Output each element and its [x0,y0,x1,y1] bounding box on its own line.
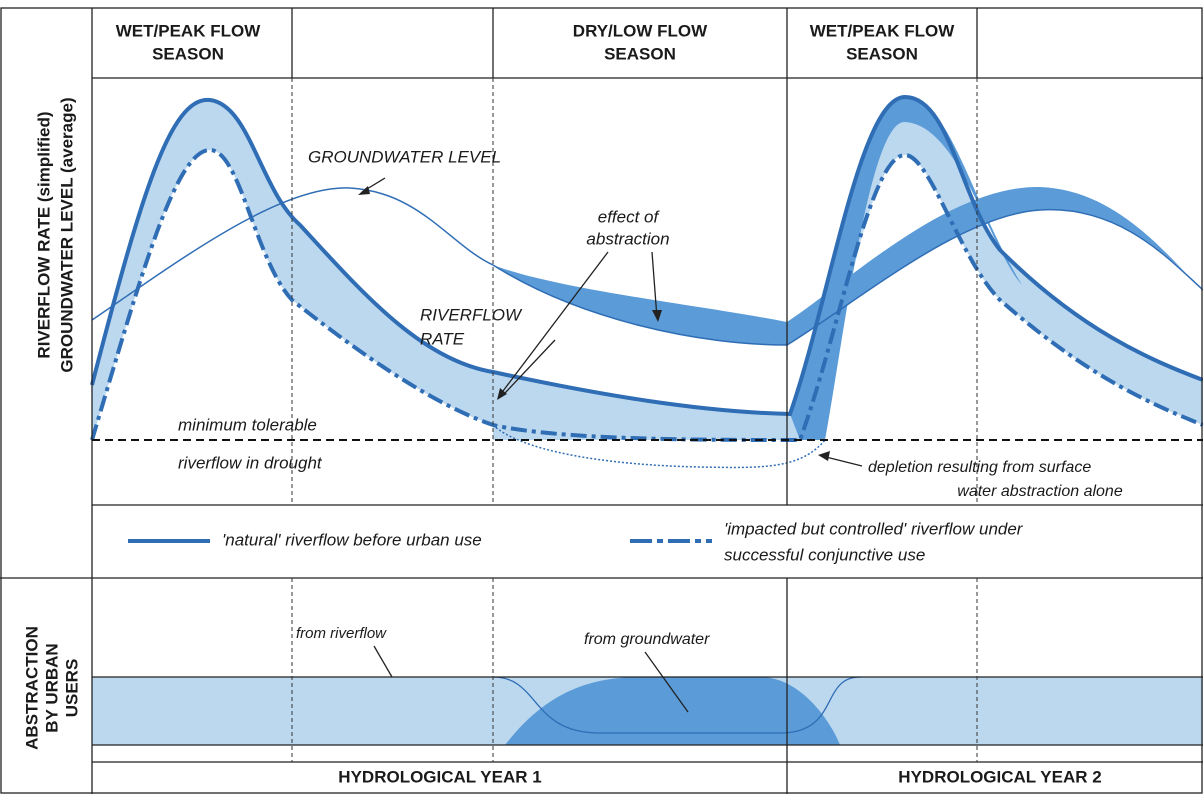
year-label: HYDROLOGICAL YEAR 1 [338,767,541,786]
abstraction-divider [492,676,861,734]
gw-band [493,186,1203,345]
annotation: water abstraction alone [957,483,1123,500]
annotation: depletion resulting from surface [868,459,1091,476]
annotation: RIVERFLOW [420,305,523,324]
annotation: minimum tolerable [178,415,317,434]
season-label: WET/PEAK FLOW [810,21,955,40]
annotation: abstraction [586,229,669,248]
frame [0,7,1203,794]
abstraction-label: from groundwater [584,631,710,648]
axis-label: GROUNDWATER LEVEL (average) [57,97,76,372]
season-label: SEASON [152,44,224,63]
drought-band [493,420,800,440]
annotation: GROUNDWATER LEVEL [308,147,501,166]
legend-entry: 'impacted but controlled' riverflow unde… [724,519,1024,538]
groundwater-line [91,187,1203,346]
season-label: SEASON [604,44,676,63]
leader [361,177,863,713]
depletion-line [492,424,826,469]
axis-label: ABSTRACTION [22,626,41,750]
season-label: SEASON [846,44,918,63]
annotation: RATE [420,329,465,348]
legend-entry: successful conjunctive use [724,545,925,564]
year-label: HYDROLOGICAL YEAR 2 [898,767,1101,786]
season-label: WET/PEAK FLOW [116,21,261,40]
season-label: DRY/LOW FLOW [573,21,708,40]
annotation: effect of [598,207,661,226]
annotation: riverflow in drought [178,453,323,472]
axis-label: USERS [62,659,81,718]
impacted-riverflow [90,147,1203,443]
groundwater-abstraction [505,677,840,745]
season-divider [291,78,978,762]
natural-riverflow [90,94,1203,417]
legend-entry: 'natural' riverflow before urban use [222,530,482,549]
riverflow-band-2 [790,97,1203,440]
axis-label: BY URBAN [42,643,61,732]
abstraction-label: from riverflow [296,625,387,642]
depletion-band [790,97,1022,440]
axis-label: RIVERFLOW RATE (simplified) [34,111,53,358]
